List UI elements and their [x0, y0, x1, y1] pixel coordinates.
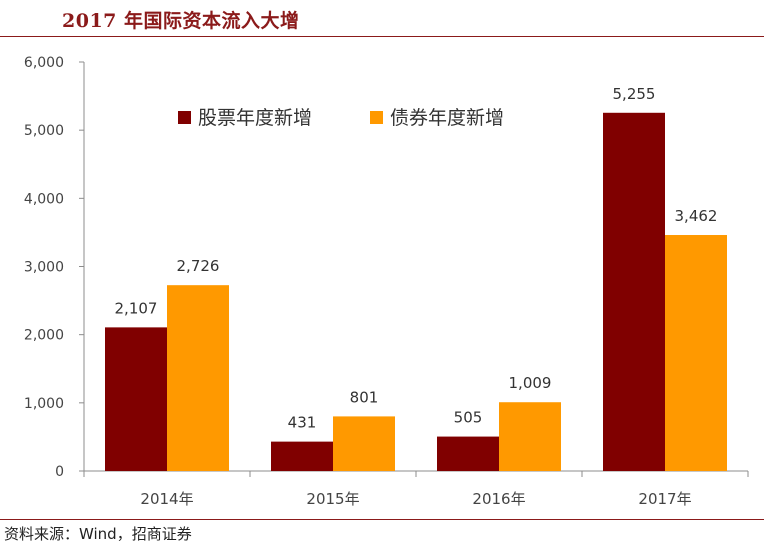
bar-stock: [105, 327, 167, 471]
bar-stock: [603, 112, 665, 471]
bar-bond: [665, 235, 727, 471]
y-tick-label: 3,000: [24, 260, 64, 276]
data-label: 2,107: [115, 299, 158, 317]
x-tick-label: 2014年: [140, 490, 193, 508]
chart-title: 2017 年国际资本流入大增: [62, 10, 300, 32]
legend-swatch-bond: [370, 111, 383, 124]
chart-legend: 股票年度新增 债券年度新增: [178, 107, 504, 129]
y-tick-label: 2,000: [24, 328, 64, 344]
y-tick-label: 5,000: [24, 123, 64, 139]
data-label: 2,726: [177, 257, 220, 275]
bar-chart: 0 1,000 2,000 3,000 4,000 5,000 6,000 2014年 2015…: [24, 55, 749, 508]
data-label: 505: [454, 409, 483, 427]
data-label: 3,462: [675, 207, 718, 225]
x-tick-label: 2016年: [472, 490, 525, 508]
legend-swatch-stock: [178, 111, 191, 124]
legend-label: 债券年度新增: [390, 107, 504, 129]
y-tick-label: 6,000: [24, 55, 64, 71]
x-tick-label: 2017年: [638, 490, 691, 508]
legend-label: 股票年度新增: [198, 107, 312, 129]
footer-divider: [0, 519, 764, 520]
chart-axes: 0 1,000 2,000 3,000 4,000 5,000 6,000 2014年 2015…: [24, 55, 749, 508]
data-label: 431: [288, 414, 317, 432]
data-label: 5,255: [613, 85, 656, 103]
x-tick-label: 2015年: [306, 490, 359, 508]
data-label: 801: [350, 388, 379, 406]
title-divider: [0, 36, 764, 37]
y-tick-label: 1,000: [24, 396, 64, 412]
y-tick-label: 0: [55, 464, 64, 480]
data-label: 1,009: [509, 374, 552, 392]
y-tick-label: 4,000: [24, 191, 64, 207]
bar-stock: [437, 436, 499, 471]
bar-stock: [271, 441, 333, 471]
source-note: 资料来源：Wind，招商证券: [4, 525, 192, 543]
bar-bond: [333, 416, 395, 471]
bar-bond: [499, 402, 561, 471]
chart-bars: [105, 112, 727, 471]
bar-bond: [167, 285, 229, 471]
chart-data-labels: 2,107 2,726 431 801 505 1,009 5,255 3,462: [115, 85, 718, 432]
